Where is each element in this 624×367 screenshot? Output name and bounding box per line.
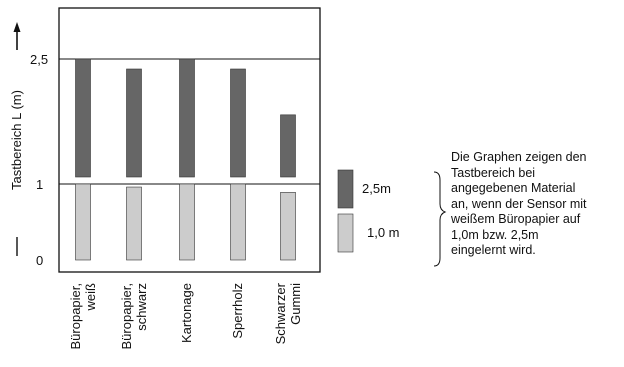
legend-brace [433, 171, 447, 267]
legend-label-2-5m: 2,5m [362, 181, 391, 196]
bar-1-0m [126, 186, 142, 261]
note-line: eingelernt wird. [451, 243, 536, 257]
x-tick-label-line: Schwarzer [273, 282, 288, 344]
legend-label-1-0m: 1,0 m [367, 225, 400, 240]
bar-2-5m [179, 58, 195, 178]
x-tick-label-line: Gummi [288, 283, 303, 325]
plot-frame [58, 7, 321, 273]
note-line: Die Graphen zeigen den [451, 150, 587, 164]
x-tick-label: Büropapier,schwarz [119, 283, 149, 350]
bar-1-0m [280, 192, 296, 261]
y-axis-arrowhead [13, 22, 21, 32]
x-tick-label-line: Büropapier, [119, 283, 134, 350]
x-tick-label-line: Kartonage [179, 283, 194, 343]
legend-swatch-1-0m [337, 213, 354, 253]
bar-2-5m [75, 58, 91, 178]
x-tick-label-line: Sperrholz [230, 283, 245, 339]
legend-swatch-2-5m [337, 169, 354, 209]
bar-2-5m [230, 68, 246, 178]
bar-1-0m [230, 183, 246, 261]
x-tick-label-line: weiß [83, 283, 98, 312]
x-tick-label: SchwarzerGummi [273, 282, 303, 344]
x-tick-label: Sperrholz [230, 283, 245, 339]
x-tick-label-line: schwarz [134, 283, 149, 331]
note-line: Tastbereich bei [451, 165, 536, 180]
note-line: 1,0m bzw. 2,5m [451, 227, 539, 242]
bar-1-0m [179, 183, 195, 261]
x-tick-label: Büropapier,weiß [68, 283, 98, 350]
bar-2-5m [280, 114, 296, 178]
note-line: angegebenen Material [451, 181, 576, 195]
x-tick-label: Kartonage [179, 283, 194, 343]
note-line: weißem Büropapier auf [451, 212, 581, 226]
bar-2-5m [126, 68, 142, 178]
y-tick-label: 2,5 [30, 52, 48, 67]
y-tick-label: 1 [36, 177, 43, 192]
note-line: an, wenn der Sensor mit [451, 196, 587, 211]
x-tick-label-line: Büropapier, [68, 283, 83, 350]
y-tick-label: 0 [36, 253, 43, 268]
bar-1-0m [75, 183, 91, 261]
y-axis-label: Tastbereich L (m) [9, 90, 24, 190]
explanation-note: Die Graphen zeigen den Tastbereich bei a… [451, 150, 621, 259]
